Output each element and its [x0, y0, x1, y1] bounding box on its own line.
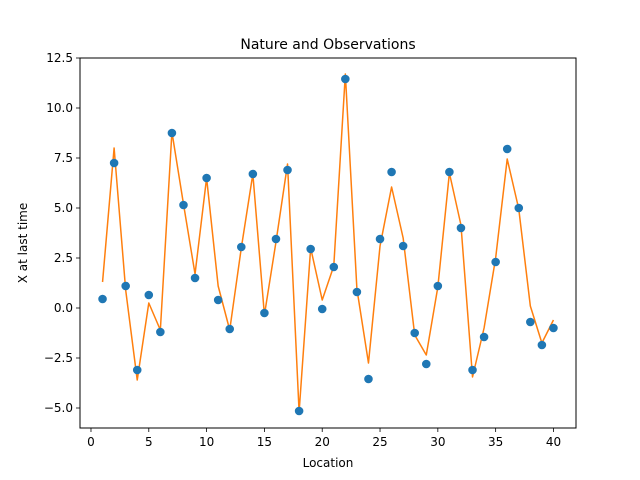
data-point [364, 374, 373, 384]
data-point [468, 365, 477, 375]
data-point [109, 158, 119, 168]
plot-frame [79, 57, 577, 429]
data-point [144, 290, 154, 300]
data-point [294, 406, 304, 416]
data-point [387, 167, 396, 177]
y-tick-label: 7.5 [54, 151, 73, 165]
data-point [456, 223, 466, 233]
data-point [491, 257, 500, 267]
y-tick-label: 5.0 [54, 201, 73, 215]
x-tick-label: 30 [430, 435, 445, 449]
data-point [537, 340, 547, 350]
data-point [352, 287, 362, 297]
x-tick-label: 20 [315, 435, 330, 449]
data-point [317, 304, 327, 314]
x-tick-label: 5 [145, 435, 153, 449]
x-ticks: 0 5 10 15 20 25 30 35 40 [87, 428, 561, 449]
data-point [225, 324, 235, 334]
data-point [213, 295, 223, 305]
data-point [306, 244, 315, 254]
data-point [248, 169, 258, 179]
data-point [526, 317, 535, 327]
data-point [410, 328, 420, 338]
data-point [502, 144, 512, 154]
y-tick-label: 2.5 [54, 251, 73, 265]
data-point [132, 365, 142, 375]
x-tick-label: 35 [488, 435, 503, 449]
y-tick-label: 10.0 [46, 101, 73, 115]
data-point [190, 273, 200, 283]
chart-title: Nature and Observations [240, 37, 415, 53]
y-tick-label: 0.0 [54, 301, 73, 315]
data-point [433, 281, 443, 291]
x-tick-label: 25 [372, 435, 387, 449]
data-point [398, 241, 408, 251]
data-point [167, 128, 177, 138]
x-tick-label: 0 [87, 435, 95, 449]
data-point [271, 234, 281, 244]
data-point [179, 200, 188, 210]
x-tick-label: 40 [546, 435, 561, 449]
data-point [445, 167, 454, 177]
data-point [375, 234, 385, 244]
data-point [236, 242, 246, 252]
data-point [283, 165, 292, 175]
plot-area [80, 58, 576, 428]
data-point [121, 281, 130, 291]
series-line [101, 73, 555, 413]
y-tick-label: −5.0 [44, 401, 73, 415]
line-layer [101, 73, 555, 413]
data-point [549, 323, 558, 333]
point-layer [98, 74, 558, 416]
data-point [202, 173, 211, 183]
data-point [156, 327, 165, 337]
data-point [329, 262, 339, 272]
y-ticks: −5.0 −2.5 0.0 2.5 5.0 7.5 10.0 12.5 [44, 51, 80, 415]
y-tick-label: −2.5 [44, 351, 73, 365]
data-point [98, 294, 107, 304]
data-point [421, 359, 431, 369]
y-tick-label: 12.5 [46, 51, 73, 65]
data-point [479, 332, 489, 342]
data-point [341, 74, 350, 84]
x-axis-label: Location [303, 456, 354, 470]
x-tick-label: 15 [257, 435, 272, 449]
data-point [514, 203, 524, 213]
y-axis-label: X at last time [16, 203, 30, 283]
data-point [260, 308, 269, 318]
x-tick-label: 10 [199, 435, 214, 449]
